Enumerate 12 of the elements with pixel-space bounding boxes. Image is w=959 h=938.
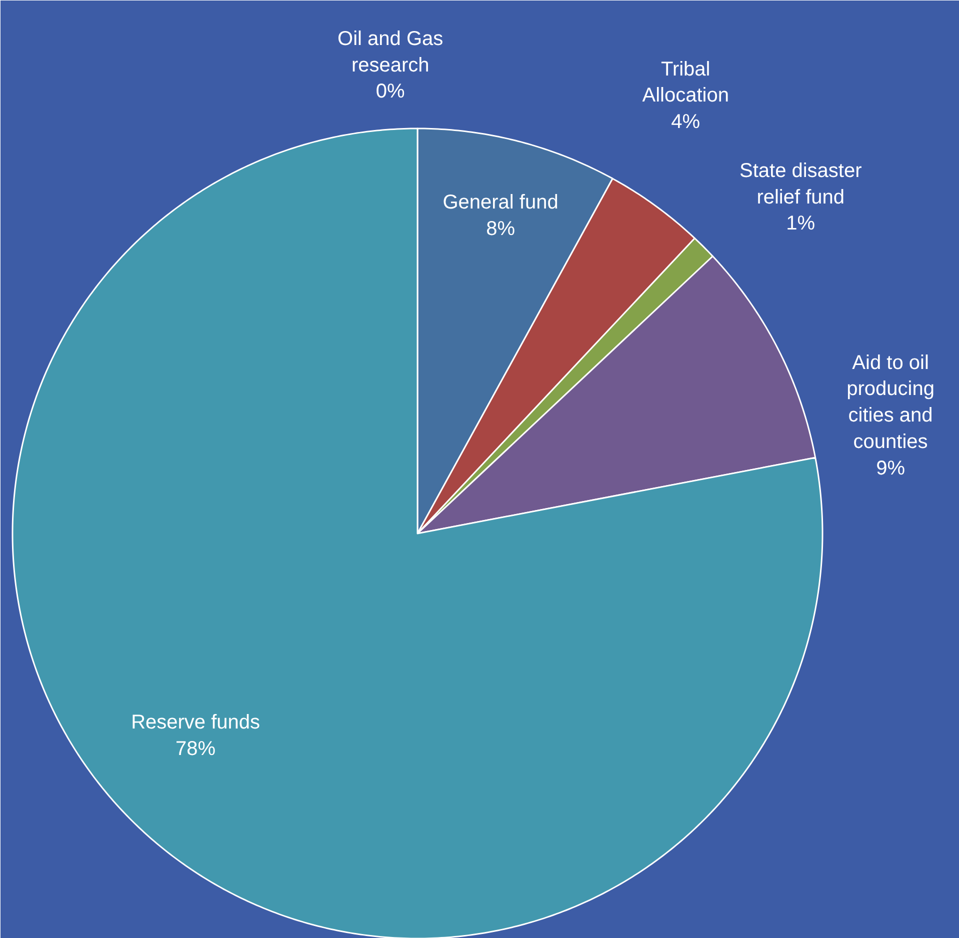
data-label: 1% — [786, 212, 816, 235]
data-label: 78% — [176, 738, 216, 760]
slice-label: General fund — [442, 191, 558, 214]
slice-label: Tribal Allocation — [642, 58, 729, 107]
data-label: 4% — [671, 111, 700, 134]
slice-label: State disaster relief fund — [739, 160, 862, 208]
slice-label: Reserve funds — [131, 711, 260, 734]
data-label: 8% — [486, 218, 516, 240]
data-label: 9% — [876, 457, 906, 480]
slice-label: Aid to oil producing cities and counties — [846, 352, 934, 454]
text: 0% — [376, 80, 405, 103]
category-label: Oil and Gas research — [338, 28, 444, 76]
